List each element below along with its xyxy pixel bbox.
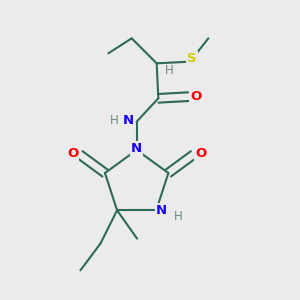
Text: O: O	[67, 146, 78, 160]
Text: N: N	[156, 204, 167, 217]
Text: N: N	[131, 142, 142, 155]
Text: N: N	[123, 114, 134, 127]
Text: O: O	[195, 146, 206, 160]
Text: H: H	[174, 210, 182, 223]
Text: H: H	[110, 114, 119, 127]
Text: O: O	[190, 90, 201, 103]
Text: H: H	[165, 64, 174, 77]
Text: S: S	[187, 52, 196, 65]
